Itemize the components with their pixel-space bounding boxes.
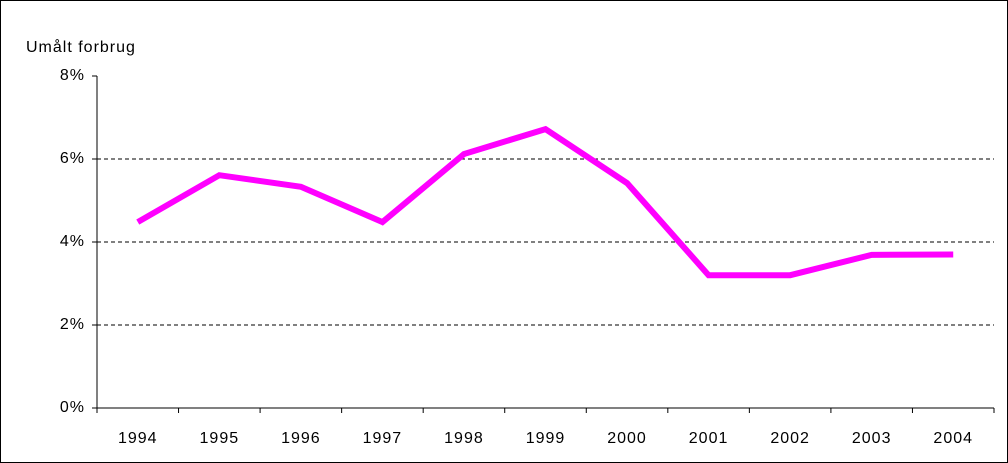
x-tick-label: 2004 [933, 430, 973, 447]
x-tick-label: 1994 [118, 430, 158, 447]
x-tick-label: 1999 [526, 430, 566, 447]
y-axis-label: Umålt forbrug [26, 38, 136, 56]
x-tick-label: 2002 [770, 430, 810, 447]
x-tick-label: 1997 [363, 430, 403, 447]
y-tick-label: 4% [60, 233, 85, 250]
x-tick-label: 2003 [852, 430, 892, 447]
x-tick-label: 1995 [200, 430, 240, 447]
x-tick-label: 2001 [689, 430, 729, 447]
line-series [136, 125, 954, 279]
y-tick-label: 8% [60, 67, 85, 84]
x-tick-label: 2000 [607, 430, 647, 447]
y-tick-label: 2% [60, 316, 85, 333]
y-tick-label: 6% [60, 150, 85, 167]
x-tick-label: 1998 [444, 430, 484, 447]
x-tick-label: 1996 [281, 430, 321, 447]
y-tick-label: 0% [60, 399, 85, 416]
